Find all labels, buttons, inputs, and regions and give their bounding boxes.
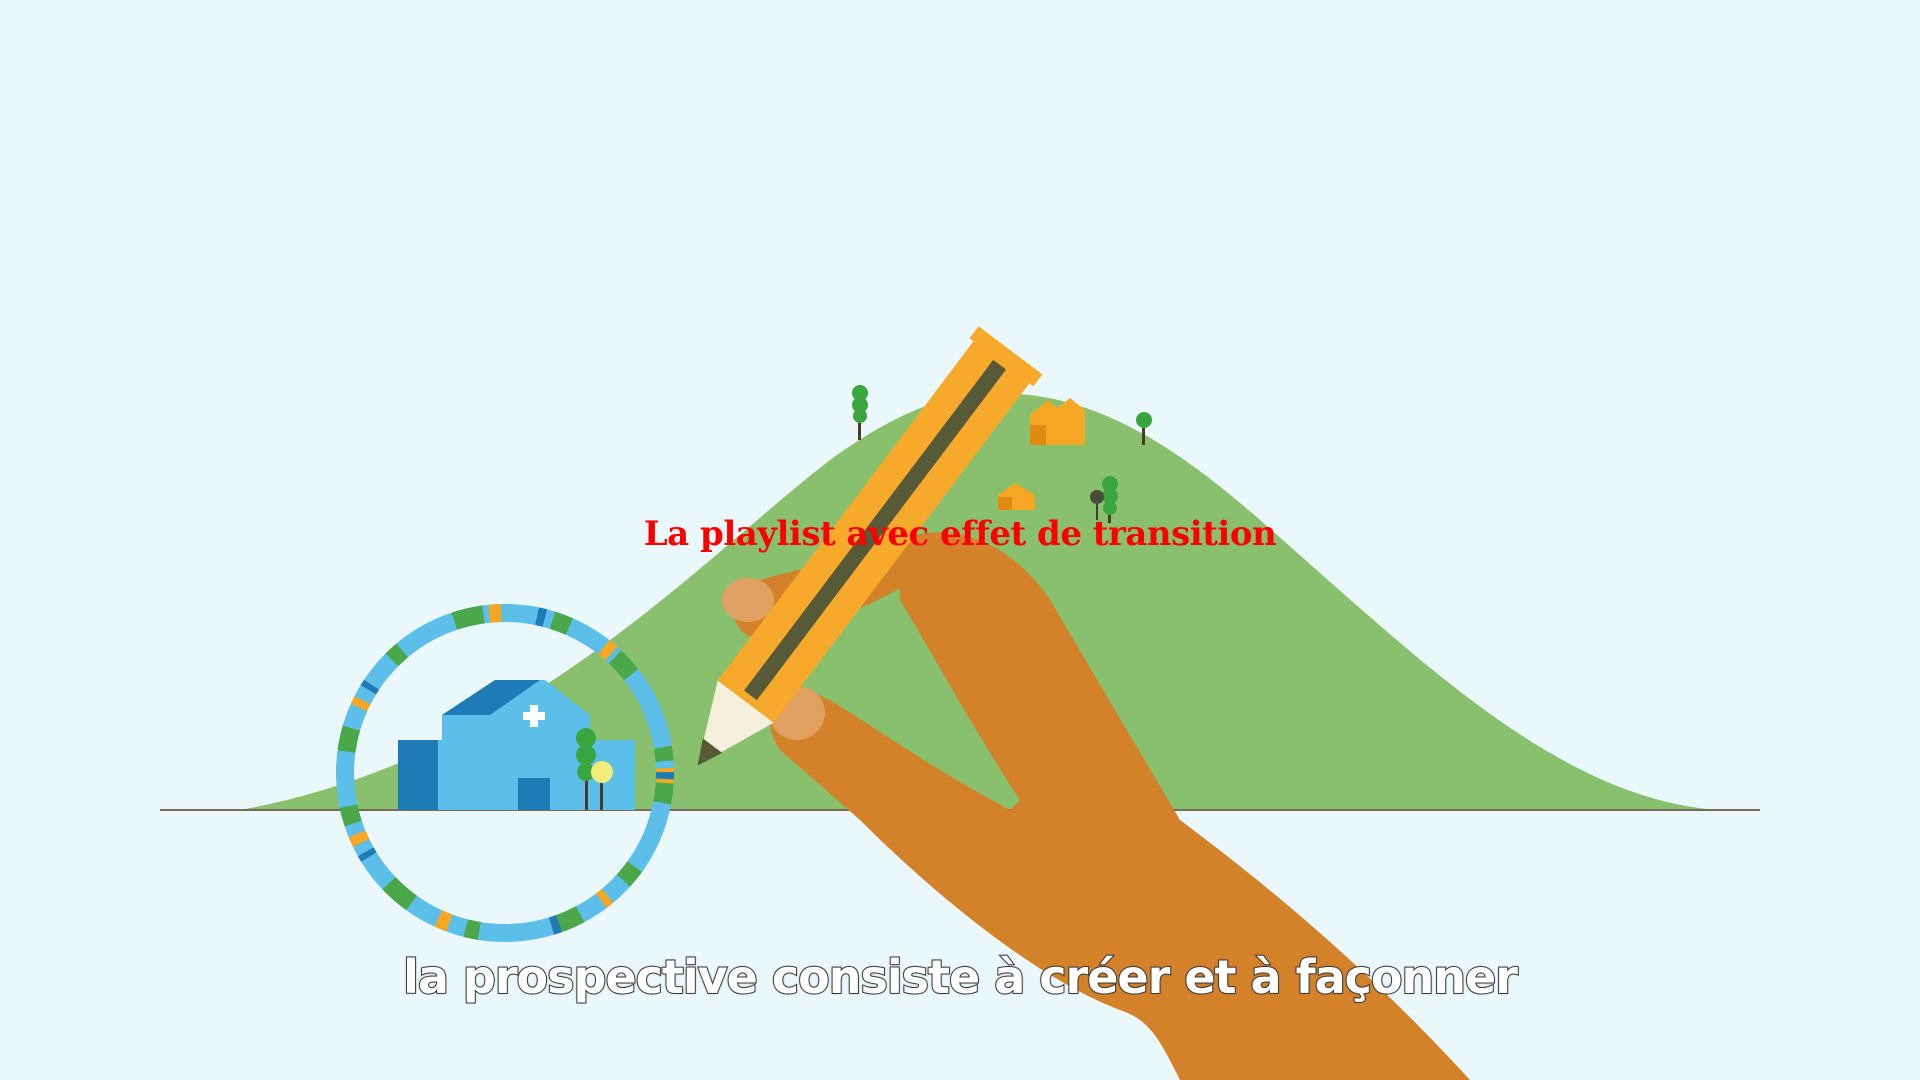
house-top (1030, 398, 1085, 445)
hospital-building (398, 680, 635, 810)
tree-near-building (576, 728, 613, 810)
hospital-ring (336, 604, 674, 942)
tree-top-left (852, 385, 868, 440)
house-middle (998, 483, 1035, 510)
pencil-illustration (697, 326, 1043, 766)
video-subtitle: la prospective consiste à créer et à faç… (402, 949, 1519, 1005)
tree-top-right (1136, 412, 1152, 445)
playlist-transition-title: La playlist avec effet de transition (643, 514, 1277, 554)
tree-middle (1090, 476, 1118, 523)
hospital-cross-icon (523, 705, 545, 727)
